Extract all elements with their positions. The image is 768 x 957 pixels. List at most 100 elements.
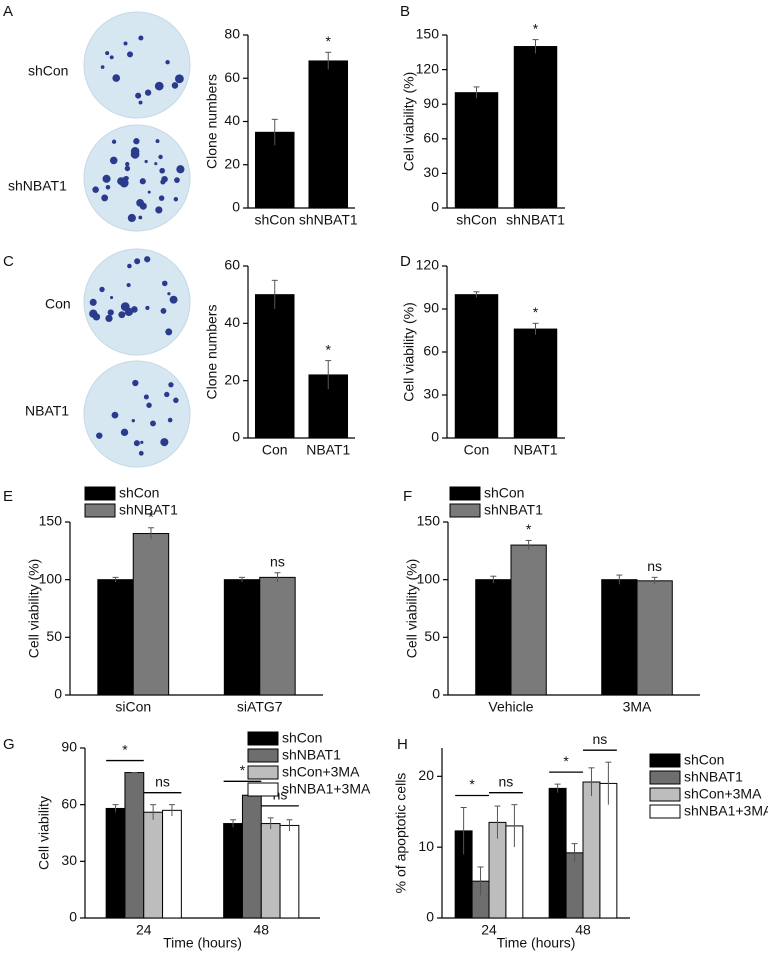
- y-tick-label: 150: [417, 513, 441, 529]
- colony: [146, 402, 152, 408]
- legend-label: shCon+3MA: [684, 786, 762, 802]
- colony: [138, 215, 143, 220]
- annotation: *: [533, 304, 539, 320]
- colony: [111, 411, 119, 419]
- colony: [99, 286, 105, 293]
- y-tick-label: 0: [232, 199, 240, 215]
- legend-swatch: [247, 782, 279, 797]
- colony: [130, 147, 140, 156]
- colony: [100, 65, 105, 69]
- y-tick-label: 30: [423, 386, 439, 402]
- colony: [167, 417, 173, 423]
- colony: [165, 328, 173, 336]
- colony: [133, 138, 140, 145]
- y-tick-label: 0: [431, 199, 439, 215]
- annotation: *: [526, 521, 532, 537]
- x-tick-label: shNBAT1: [506, 212, 565, 228]
- y-tick-label: 0: [431, 429, 439, 445]
- colony: [173, 397, 179, 404]
- panel-label: A: [3, 3, 13, 20]
- colony: [174, 74, 184, 84]
- x-tick-label: siATG7: [237, 699, 283, 715]
- colony: [155, 206, 163, 214]
- x-tick-label: Con: [464, 442, 490, 458]
- legend-swatch: [247, 765, 279, 780]
- dish-label: NBAT1: [25, 403, 69, 419]
- y-axis-label: Cell viability (%): [401, 302, 417, 402]
- y-axis-label: Clone numbers: [204, 74, 220, 169]
- annotation: ns: [647, 558, 662, 574]
- y-tick-label: 20: [224, 371, 240, 387]
- bar: [513, 328, 558, 439]
- colony: [144, 89, 152, 96]
- dish-images: [83, 11, 191, 468]
- y-tick-label: 120: [416, 60, 440, 76]
- y-tick-label: 80: [224, 26, 240, 42]
- colony: [138, 35, 144, 41]
- bar: [241, 794, 262, 919]
- colony: [164, 391, 170, 398]
- colony: [127, 51, 134, 58]
- bar: [254, 294, 295, 439]
- bar: [454, 294, 499, 439]
- bar: [143, 811, 164, 919]
- colony: [133, 440, 140, 447]
- panel-label: H: [397, 736, 408, 753]
- bar: [510, 544, 547, 696]
- dish-label: shNBAT1: [8, 178, 67, 194]
- x-tick-label: shNBAT1: [299, 212, 358, 228]
- colony: [118, 311, 126, 319]
- colony: [174, 177, 180, 183]
- bar: [582, 781, 601, 919]
- annotation: ns: [270, 553, 285, 569]
- colony: [154, 162, 158, 166]
- panel-label: F: [403, 488, 412, 505]
- colony: [92, 313, 101, 321]
- colony: [101, 194, 109, 202]
- colony: [109, 55, 114, 60]
- colony: [105, 51, 110, 56]
- legend-swatch: [449, 486, 481, 501]
- bar: [513, 46, 558, 209]
- y-tick-label: 60: [423, 343, 439, 359]
- legend-swatch: [449, 503, 481, 518]
- y-tick-label: 60: [423, 130, 439, 146]
- bar: [97, 579, 134, 696]
- bar: [475, 579, 512, 696]
- y-tick-label: 0: [426, 909, 434, 925]
- colony: [138, 100, 143, 105]
- y-tick-label: 50: [46, 628, 62, 644]
- annotation: ns: [155, 773, 170, 789]
- colony: [138, 450, 144, 456]
- y-tick-label: 0: [54, 686, 62, 702]
- colony: [162, 280, 168, 287]
- colony: [109, 156, 118, 165]
- bar: [308, 60, 349, 209]
- bar: [260, 823, 281, 919]
- colony: [96, 432, 103, 439]
- legend-label: shCon+3MA: [282, 764, 360, 780]
- y-tick-label: 90: [423, 95, 439, 111]
- x-tick-label: shCon: [456, 212, 496, 228]
- colony: [167, 292, 171, 296]
- annotation: *: [563, 753, 569, 769]
- annotation: *: [240, 762, 246, 778]
- bar: [259, 576, 296, 696]
- y-tick-label: 60: [61, 795, 77, 811]
- colony: [134, 258, 141, 265]
- x-axis-label: Time (hours): [163, 935, 242, 951]
- colony: [147, 190, 151, 194]
- colony: [120, 428, 129, 437]
- panel-label: D: [400, 253, 411, 270]
- y-tick-label: 90: [423, 300, 439, 316]
- colony: [140, 440, 144, 444]
- y-tick-label: 100: [39, 570, 63, 586]
- colony: [171, 82, 179, 89]
- bar: [601, 579, 638, 696]
- dish: [83, 248, 191, 356]
- dish-label: shCon: [28, 63, 68, 79]
- annotation: *: [533, 20, 539, 36]
- legend-label: shNBA1+3MA: [282, 781, 371, 797]
- y-tick-label: 40: [224, 314, 240, 330]
- legend-swatch: [649, 753, 681, 768]
